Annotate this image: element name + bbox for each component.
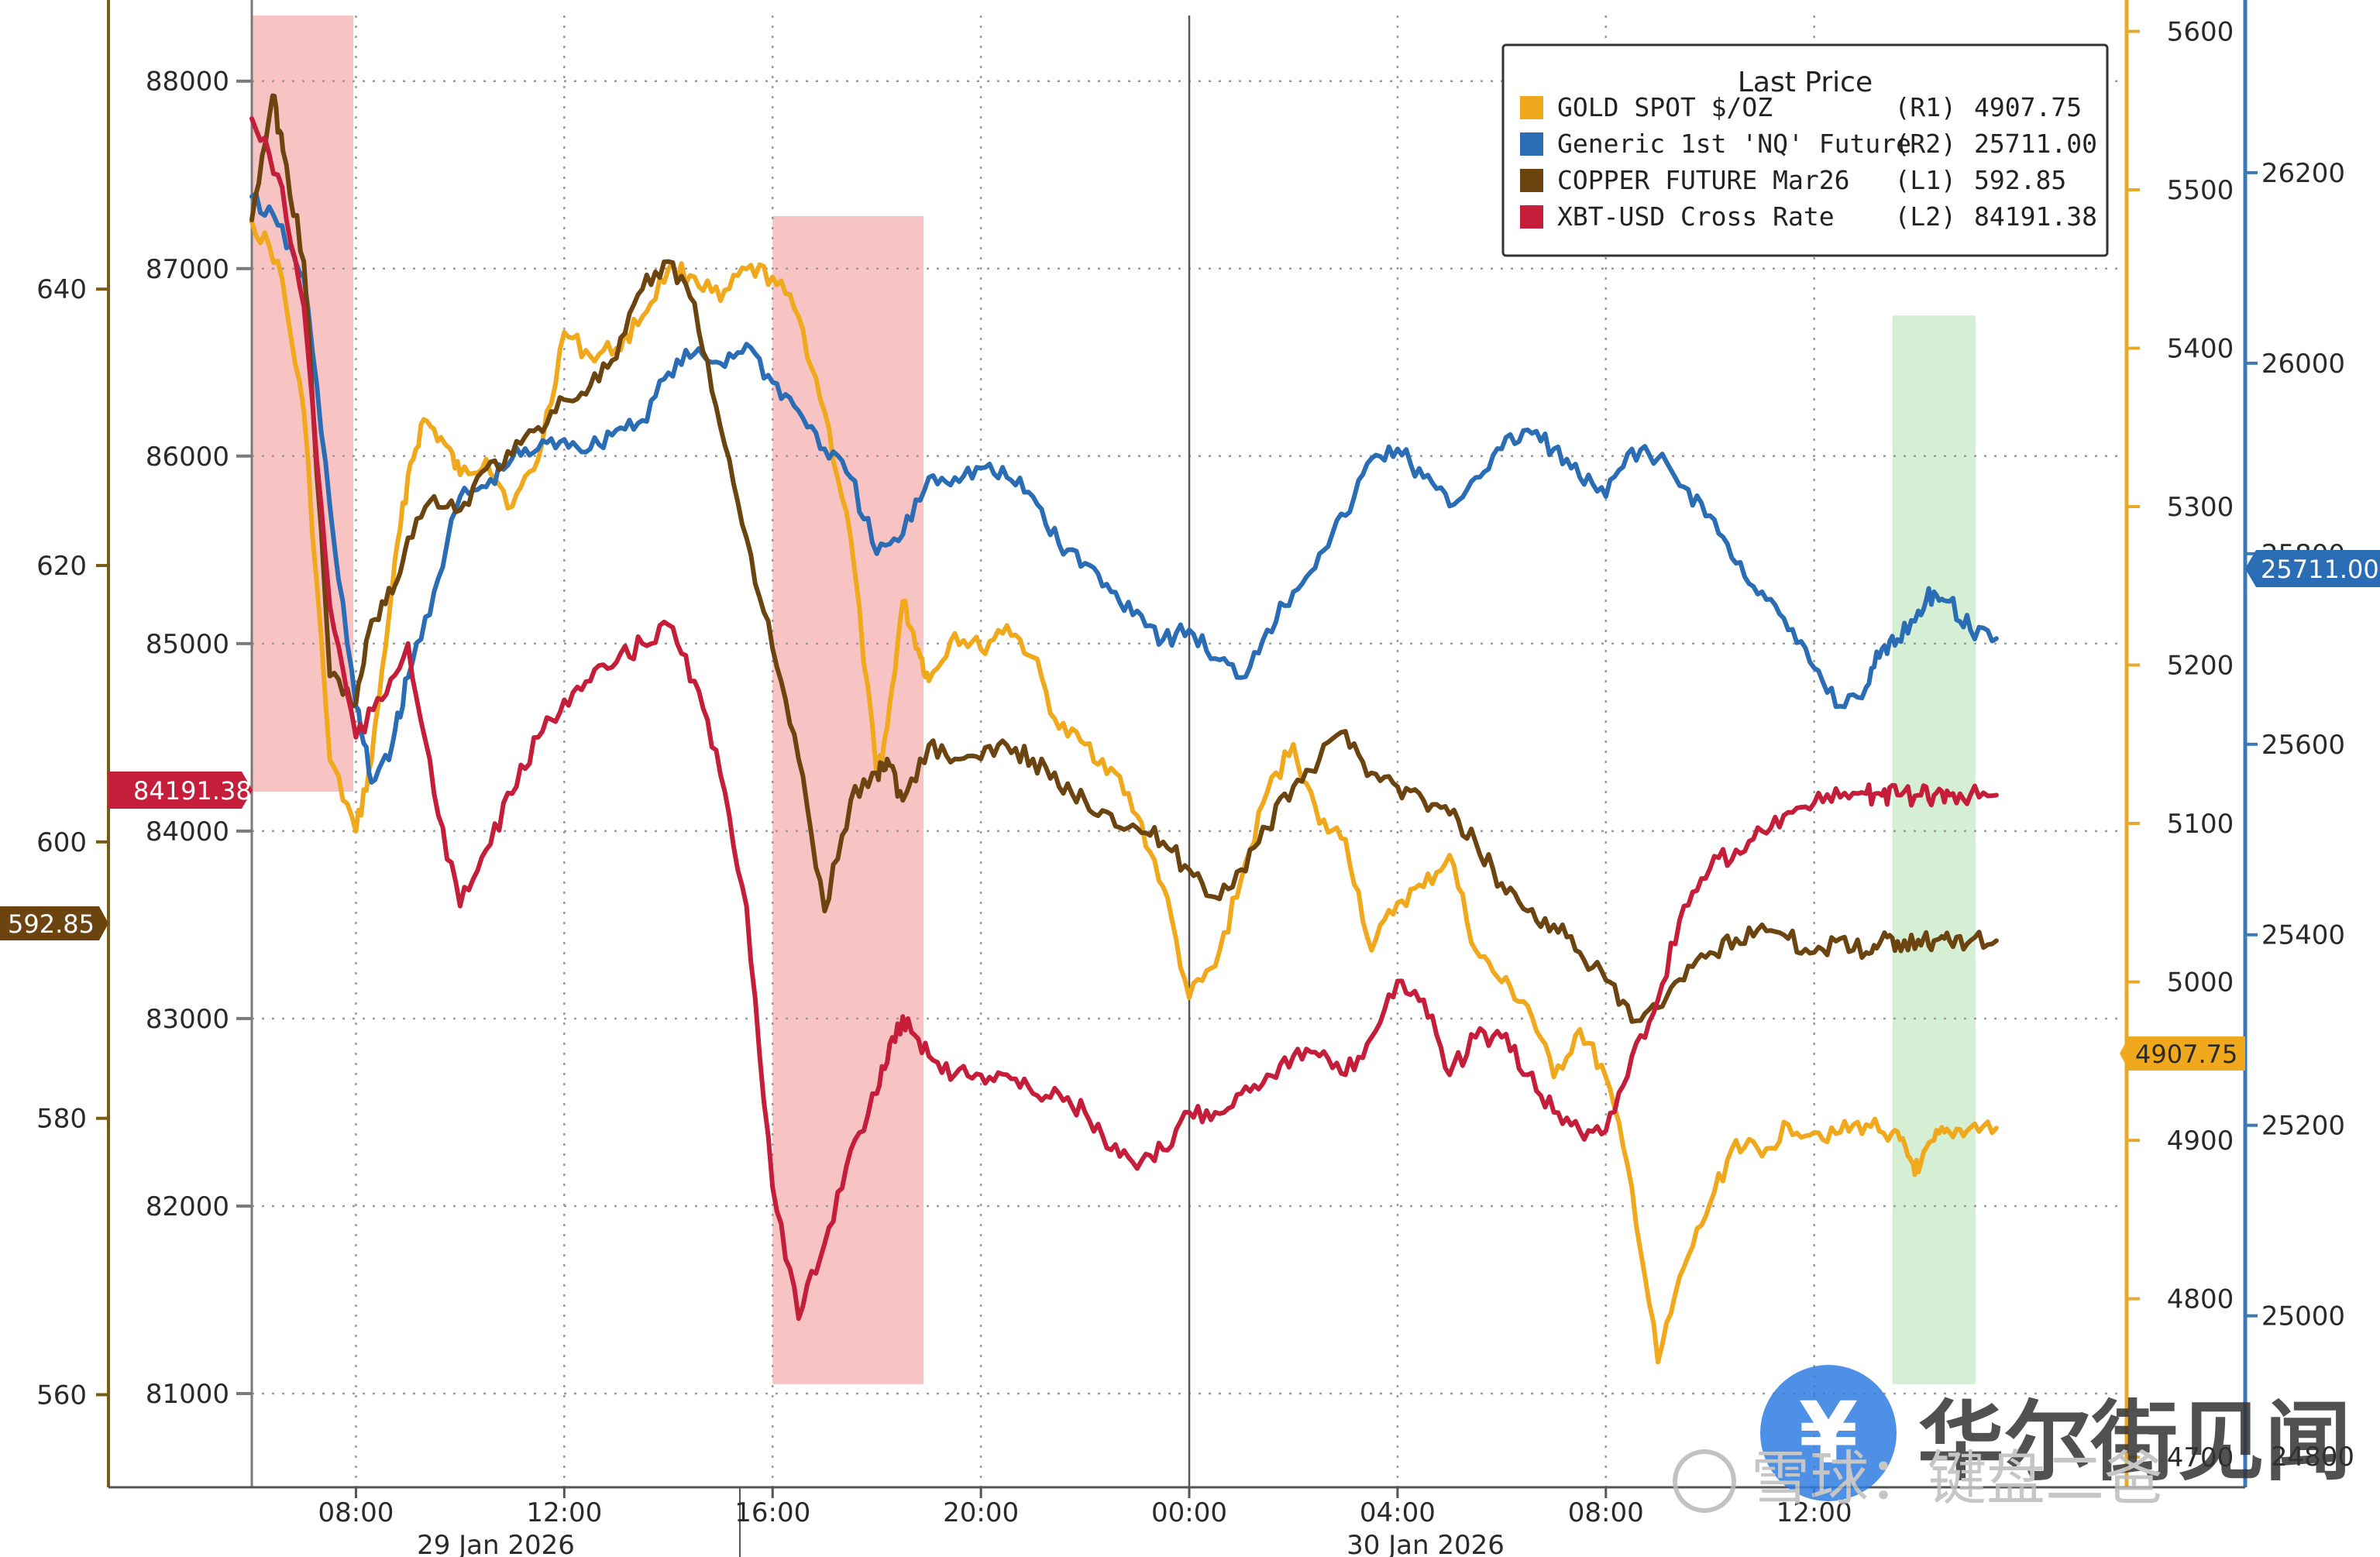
legend-title: Last Price: [1738, 67, 1873, 98]
watermark-brand: 华尔街见闻: [1917, 1392, 2351, 1493]
r1-tick-label-6: 5300: [2167, 492, 2234, 523]
legend-box: [1501, 43, 2109, 257]
date-labels: 29 Jan 2026 30 Jan 2026: [417, 1530, 1505, 1557]
series-line-gold: [249, 218, 1999, 1365]
legend-last-nq: 25711.00: [1974, 129, 2097, 159]
l2-tick-label-2: 83000: [146, 1004, 229, 1035]
gold-last-tag: 4907.75: [2120, 1036, 2245, 1071]
l1-tick-label-0: 560: [36, 1380, 87, 1411]
r1-tick-label-5: 5200: [2167, 651, 2234, 682]
watermark: ¥ 华尔街见闻 雪球：键盘二爸: [1673, 1365, 2351, 1513]
l1-tick-label-3: 620: [36, 551, 87, 582]
legend-swatch-xbt: [1520, 205, 1543, 229]
x-tick-label-6: 08:00: [1568, 1497, 1644, 1528]
l2-tick-label-0: 81000: [146, 1379, 229, 1410]
legend-swatch-gold: [1520, 96, 1543, 119]
axis-lines: [107, 0, 2248, 1489]
copper-last-value: 592.85: [8, 909, 95, 939]
legend-axis-copper: (L1): [1895, 165, 1956, 195]
shaded-region-green-2: [1892, 315, 1976, 1384]
legend-last-gold: 4907.75: [1974, 92, 2082, 122]
r1-tick-label-9: 5600: [2167, 16, 2234, 47]
legend-name-copper: COPPER FUTURE Mar26: [1557, 165, 1850, 195]
series-line-copper: [249, 93, 1999, 1024]
r2-tick-label-6: 26200: [2261, 158, 2345, 189]
r1-tick-label-8: 5500: [2167, 175, 2234, 206]
r2-tick-label-3: 25600: [2261, 730, 2345, 761]
r2-tick-label-5: 26000: [2261, 349, 2345, 380]
r2-tick-label-0: 25000: [2261, 1301, 2345, 1332]
x-tick-label-3: 20:00: [943, 1497, 1019, 1528]
l2-tick-label-3: 84000: [146, 816, 229, 847]
xbt-last-value: 84191.38: [133, 776, 252, 806]
copper-last-tag: 592.85: [0, 906, 108, 940]
x-tick-labels: 08:00 12:00 16:00 20:00 00:00 04:00 08:00 12:00: [318, 1487, 1852, 1528]
watermark-logo-icon: [1760, 1365, 1897, 1501]
l1-tick-label-1: 580: [36, 1104, 87, 1135]
legend-name-gold: GOLD SPOT $/OZ: [1557, 92, 1773, 122]
xbt-last-tag: 84191.38: [108, 772, 253, 809]
watermark-sub: 雪球：键盘二爸: [1751, 1444, 2163, 1513]
last-value-tags: 84191.38 592.85 4907.75 25711.00: [0, 550, 2380, 1071]
l1-tick-label-4: 640: [36, 274, 87, 305]
legend-axis-xbt: (L2): [1895, 201, 1956, 232]
l2-tick-label-6: 87000: [146, 254, 229, 285]
legend-axis-gold: (R1): [1895, 92, 1956, 122]
nq-last-value: 25711.00: [2261, 555, 2379, 584]
l2-tick-label-4: 85000: [146, 629, 229, 660]
l1-tick-label-2: 600: [36, 827, 87, 858]
date-label-30-jan: 30 Jan 2026: [1346, 1530, 1505, 1557]
date-label-29-jan: 29 Jan 2026: [417, 1530, 575, 1557]
r1-tick-label-1: 4800: [2167, 1284, 2234, 1315]
legend-last-copper: 592.85: [1974, 165, 2066, 195]
r2-tick-label-partial: 24800: [2271, 1442, 2354, 1473]
legend-last-xbt: 84191.38: [1974, 201, 2097, 232]
series-line-xbt: [249, 116, 1999, 1322]
legend-name-nq: Generic 1st 'NQ' Future: [1557, 129, 1911, 159]
series-line-nq: [249, 191, 1999, 785]
r1-tick-label-3: 5000: [2167, 968, 2234, 998]
x-tick-label-1: 12:00: [526, 1497, 602, 1528]
x-tick-label-4: 00:00: [1151, 1497, 1227, 1528]
l2-tick-label-1: 82000: [146, 1191, 229, 1222]
x-tick-label-5: 04:00: [1360, 1497, 1436, 1528]
r1-tick-label-0: 4700: [2167, 1442, 2234, 1473]
x-tick-label-7: 12:00: [1776, 1497, 1852, 1528]
legend: Last Price GOLD SPOT $/OZ (R1) 4907.75 Gene…: [1501, 43, 2109, 257]
x-tick-label-0: 08:00: [318, 1497, 394, 1528]
legend-axis-nq: (R2): [1895, 129, 1956, 159]
legend-swatch-nq: [1520, 132, 1543, 156]
snowball-icon: [1673, 1449, 1736, 1513]
r1-tick-label-2: 4900: [2167, 1126, 2234, 1157]
l2-tick-label-5: 86000: [146, 442, 229, 473]
r2-tick-label-2: 25400: [2261, 920, 2345, 951]
r1-tick-label-4: 5100: [2167, 809, 2234, 840]
legend-name-xbt: XBT-USD Cross Rate: [1557, 201, 1835, 232]
r2-tick-label-1: 25200: [2261, 1111, 2345, 1142]
gold-last-value: 4907.75: [2135, 1040, 2237, 1069]
l2-tick-label-7: 88000: [146, 67, 229, 98]
nq-last-tag: 25711.00: [2245, 550, 2380, 587]
x-tick-label-2: 16:00: [734, 1497, 810, 1528]
series-lines: [249, 93, 1999, 1365]
r1-tick-label-7: 5400: [2167, 333, 2234, 364]
watermark-logo-letter: ¥: [1799, 1383, 1859, 1483]
legend-swatch-copper: [1520, 169, 1543, 192]
